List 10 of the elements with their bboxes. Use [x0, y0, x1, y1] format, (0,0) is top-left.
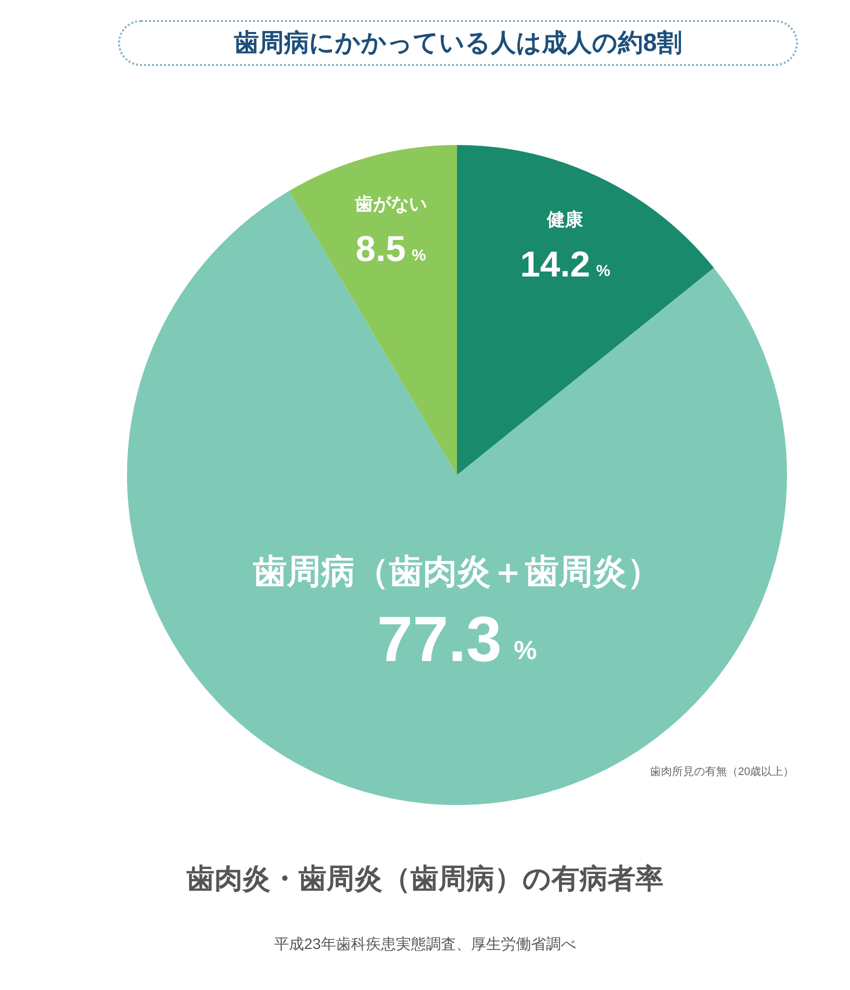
text: 歯肉炎・歯周炎（歯周病）の有病者率	[186, 862, 664, 896]
data-label: 14.2%	[520, 244, 610, 285]
text: 歯肉所見の有無（20歳以上）	[650, 765, 796, 780]
data-label: 77.3%	[377, 603, 537, 676]
slice-label: 健康	[546, 210, 584, 230]
text: 平成23年歯科疾患実態調査、厚生労働省調べ	[273, 935, 577, 954]
data-label: 8.5%	[356, 228, 426, 270]
slice-label: 歯がない	[354, 194, 427, 214]
chart-title: 歯周病にかかっている人は成人の約8割	[118, 20, 798, 66]
slice-label: 歯周病（歯肉炎＋歯周炎）	[253, 552, 661, 591]
